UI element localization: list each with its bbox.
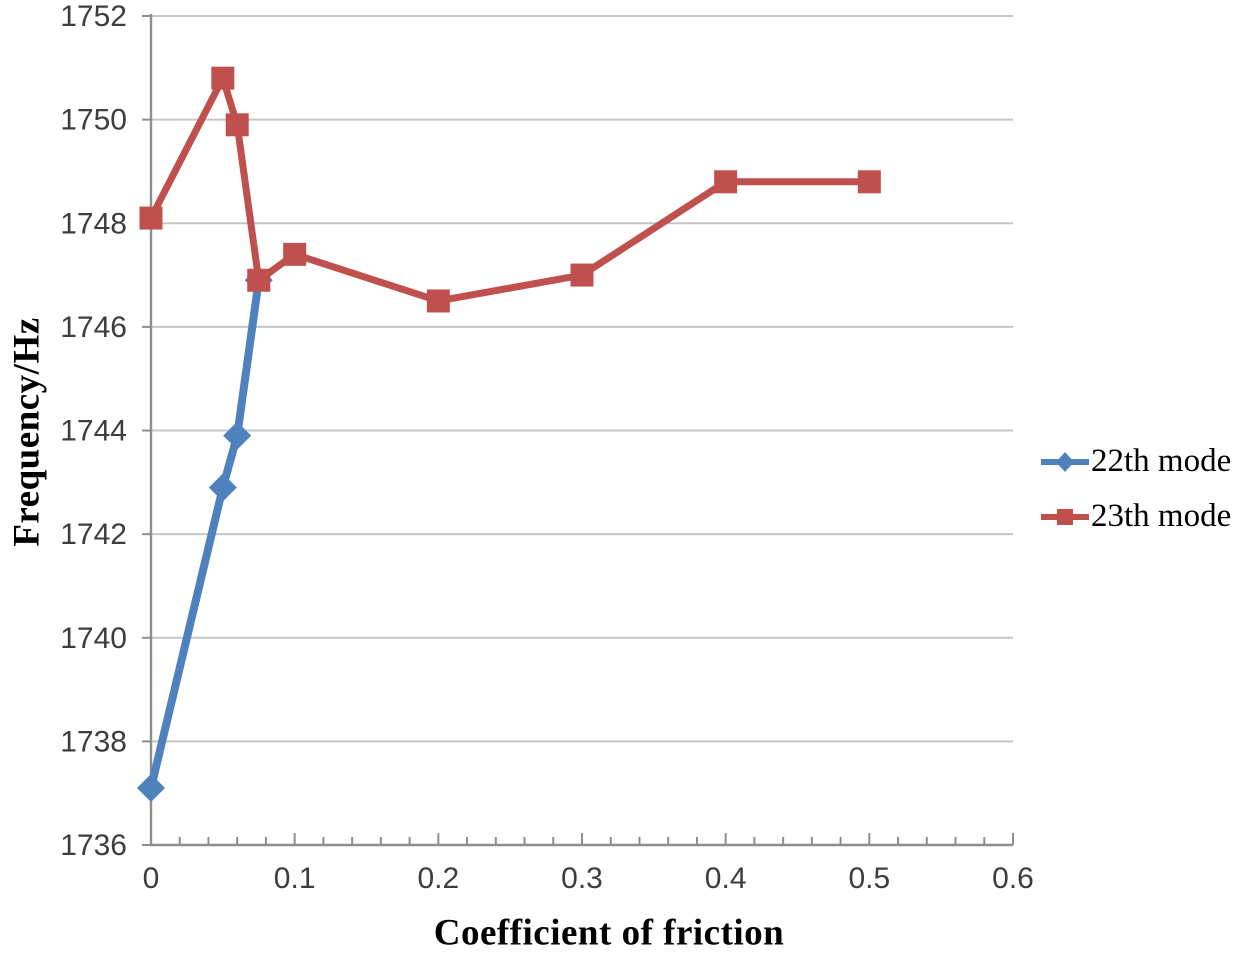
data-point-diamond [137, 774, 165, 803]
series-line-22th-mode [147, 276, 263, 793]
y-axis-title: Frequency/Hz [6, 317, 48, 547]
data-point-square [426, 289, 450, 313]
legend-diamond-icon [1056, 451, 1074, 472]
legend-sample-23th-mode [1041, 508, 1089, 525]
data-point-square [211, 66, 235, 90]
x-tick-label: 0.3 [561, 862, 603, 895]
legend-square-icon [1057, 508, 1073, 525]
legend-sample-22th-mode [1041, 451, 1089, 472]
y-tick-label: 1744 [60, 415, 127, 448]
data-point-diamond [208, 473, 237, 502]
legend: 22th mode 23th mode [1040, 441, 1231, 537]
x-tick-label: 0.1 [274, 862, 316, 895]
data-point-square [225, 113, 249, 137]
legend-item-22th-mode: 22th mode [1040, 441, 1231, 482]
legend-label-23th-mode: 23th mode [1091, 498, 1232, 534]
y-tick-label: 1742 [60, 518, 127, 551]
x-tick-label: 0.2 [417, 862, 459, 895]
y-tick-label: 1752 [60, 0, 127, 33]
x-axis-title: Coefficient of friction [433, 912, 785, 954]
y-tick-label: 1740 [60, 622, 127, 655]
data-point-square [570, 263, 594, 287]
y-tick-label: 1746 [60, 311, 127, 344]
data-point-square [283, 242, 307, 266]
data-point-square [139, 206, 163, 230]
data-point-square [857, 170, 881, 194]
y-tick-label: 1738 [60, 725, 127, 758]
y-tick-label: 1750 [60, 104, 127, 137]
x-tick-label: 0 [143, 862, 160, 895]
series-line-23th-mode [147, 74, 873, 305]
x-tick-label: 0.4 [705, 862, 747, 895]
legend-label-22th-mode: 22th mode [1091, 443, 1232, 479]
data-point-square [247, 268, 271, 292]
legend-item-23th-mode: 23th mode [1040, 496, 1231, 537]
data-point-square [714, 170, 738, 194]
y-tick-label: 1748 [60, 207, 127, 240]
x-tick-label: 0.5 [848, 862, 890, 895]
y-tick-label: 1736 [60, 829, 127, 862]
x-tick-label: 0.6 [992, 862, 1034, 895]
data-point-diamond [223, 421, 252, 450]
